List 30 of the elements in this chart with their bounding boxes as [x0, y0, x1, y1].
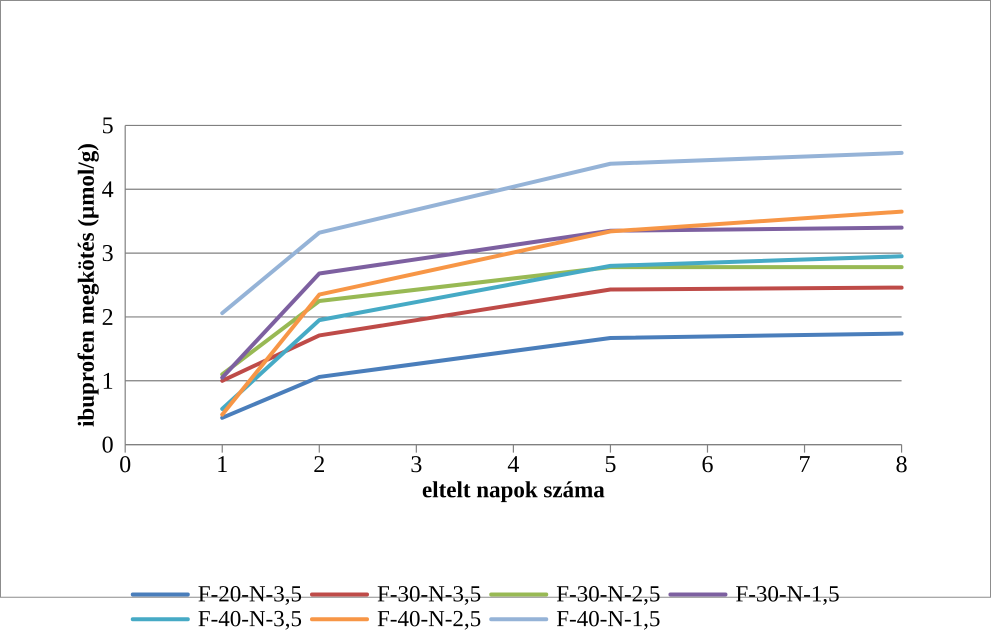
y-axis-title: ibuprofen megkötés (µmol/g)	[77, 144, 99, 427]
x-axis-title: eltelt napok száma	[422, 481, 604, 502]
x-tick-label: 4	[508, 456, 520, 472]
legend-label: F-30-N-1,5	[736, 586, 839, 606]
line-series	[220, 332, 904, 420]
x-tick-label: 5	[606, 456, 616, 472]
line-series	[220, 286, 904, 383]
y-tick-label: 4	[102, 182, 114, 198]
x-tick-label: 8	[896, 456, 907, 473]
line-series	[220, 254, 904, 412]
y-tick-label: 2	[102, 309, 112, 326]
x-tick-label: 3	[411, 456, 422, 472]
legend-label: F-40-N-3,5	[198, 611, 302, 630]
x-tick-label: 1	[218, 456, 227, 472]
legend-label: F-30-N-2,5	[556, 586, 660, 606]
legend-label: F-40-N-2,5	[378, 611, 480, 630]
y-tick-label: 3	[102, 245, 113, 262]
legend-label: F-30-N-3,5	[378, 586, 480, 606]
y-tick-label: 5	[103, 118, 113, 134]
x-tick-label: 6	[702, 456, 713, 472]
y-tick-label: 0	[102, 436, 113, 453]
legend-label: F-20-N-3,5	[198, 586, 302, 606]
line-series	[220, 151, 904, 316]
y-tick-label: 1	[104, 373, 112, 389]
line-series	[220, 210, 904, 417]
x-tick-label: 2	[314, 456, 324, 472]
x-tick-label: 0	[120, 456, 130, 473]
line-series	[220, 226, 904, 380]
x-tick-label: 7	[800, 456, 810, 472]
legend-label: F-40-N-1,5	[556, 611, 660, 630]
